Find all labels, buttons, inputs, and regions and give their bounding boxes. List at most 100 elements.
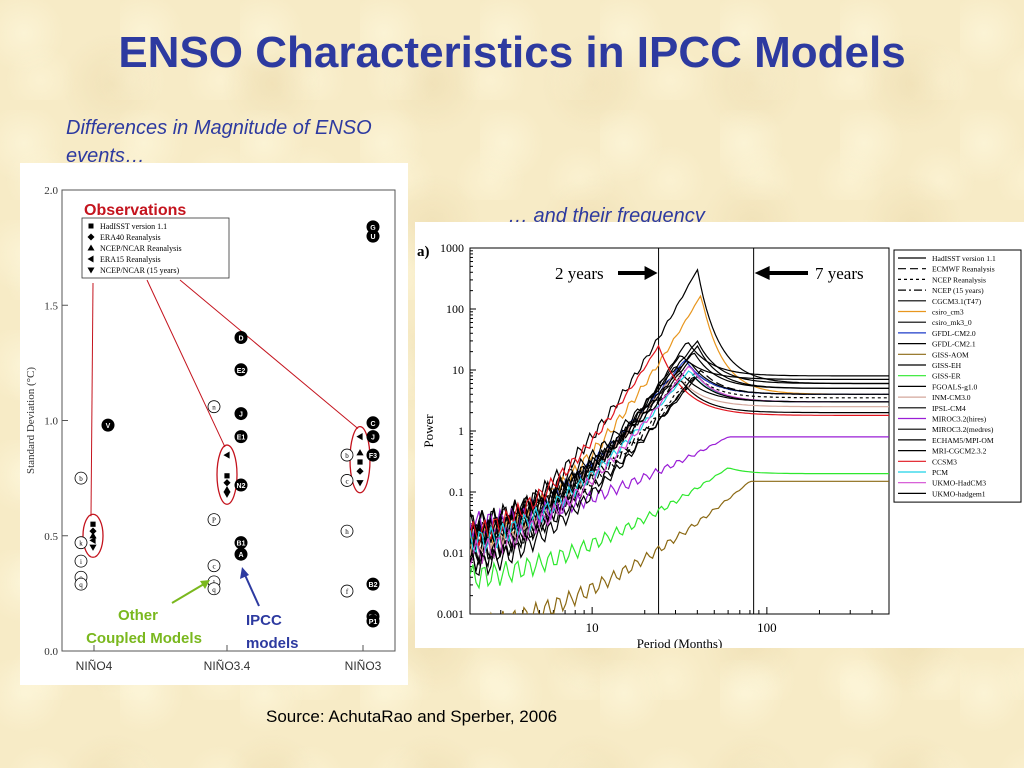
other-model-marker: k <box>74 536 88 550</box>
ipcc-model-dot <box>366 577 380 591</box>
ipcc-model-dot <box>234 430 248 444</box>
y-tick-label: 0.01 <box>443 546 464 560</box>
y-tick-label: 1000 <box>440 241 464 255</box>
ipcc-model-dot <box>234 363 248 377</box>
ipcc-model-marker: C <box>366 416 380 430</box>
ipcc-model-label: A <box>238 552 243 559</box>
other-model-marker: h <box>340 524 354 538</box>
ipcc-model-dot <box>366 220 380 234</box>
legend-label: NCEP (15 years) <box>932 286 984 295</box>
legend-label: PCM <box>932 468 948 477</box>
ipcc-model-label: E1 <box>237 435 246 442</box>
ipcc-annotation-line1: IPCC <box>246 612 282 629</box>
legend-label: GISS-EH <box>932 361 962 370</box>
ipcc-model-marker: D <box>234 331 248 345</box>
ipcc-arrow <box>244 574 260 607</box>
ipcc-model-dot <box>101 418 115 432</box>
ipcc-model-marker: V <box>101 418 115 432</box>
x-axis-label: Period (Months) <box>637 636 723 648</box>
ipcc-model-dot <box>366 229 380 243</box>
ipcc-model-marker: B1 <box>234 536 248 550</box>
spectrum-series-line <box>470 376 889 577</box>
other-model-dot <box>207 400 221 414</box>
other-model-marker: i <box>74 554 88 568</box>
other-model-label: c <box>212 563 215 571</box>
legend-group: HadISST version 1.1 ERA40 Reanalysis NCEP/… <box>81 217 230 279</box>
observation-marker <box>356 433 363 441</box>
other-model-dot <box>207 513 221 527</box>
ipcc-model-dot <box>234 407 248 421</box>
observation-marker <box>89 544 97 551</box>
other-model-marker: c <box>207 559 221 573</box>
other-model-dot <box>207 582 221 596</box>
legend-label: csiro_mk3_0 <box>932 318 972 327</box>
slide-title: ENSO Characteristics in IPCC Models <box>118 28 906 77</box>
ipcc-model-marker: A <box>234 547 248 561</box>
std-dev-chart: 0.0 0.5 1.0 1.5 2.0 NIÑO4 NIÑO3.4 NIÑO3 Standard… <box>25 185 396 673</box>
observation-marker <box>89 527 97 535</box>
other-model-dot <box>340 448 354 462</box>
ipcc-model-label: B2 <box>369 582 378 589</box>
legend-label: MIROC3.2(hires) <box>932 415 987 424</box>
legend-label: NCEP/NCAR (15 years) <box>100 266 179 275</box>
y-tick-label: 1.5 <box>44 300 58 312</box>
observation-connector <box>146 279 226 448</box>
legend-box <box>81 217 230 279</box>
spectrum-series-line <box>470 344 889 547</box>
legend-label: GFDL-CM2.0 <box>932 329 976 338</box>
ipcc-model-label: D <box>238 336 243 343</box>
ipcc-model-dot <box>366 448 380 462</box>
observation-marker <box>223 451 230 459</box>
ipcc-annotation-line2: models <box>246 635 299 652</box>
observations-label: Observations <box>84 202 186 219</box>
observation-ellipse <box>82 513 104 558</box>
std-dev-chart-panel: 0.0 0.5 1.0 1.5 2.0 NIÑO4 NIÑO3.4 NIÑO3 Standard… <box>20 163 408 685</box>
ipcc-model-marker: E1 <box>234 430 248 444</box>
spectrum-series-line <box>490 480 889 614</box>
legend-label: CGCM3.1(T47) <box>932 297 982 306</box>
y-tick-label: 2.0 <box>44 185 58 197</box>
other-model-label: q <box>79 581 83 589</box>
other-model-dot <box>74 471 88 485</box>
observation-marker <box>223 491 231 498</box>
other-model-label: k <box>79 540 83 548</box>
observation-marker <box>356 467 364 475</box>
observation-marker <box>356 480 364 487</box>
other-models-annotation-line1: Other <box>118 607 158 624</box>
legend-label: ERA15 Reanalysis <box>100 255 161 264</box>
two-years-label: 2 years <box>555 264 604 283</box>
other-model-marker: n <box>207 400 221 414</box>
legend-label: INM-CM3.0 <box>932 393 971 402</box>
ipcc-model-marker: J <box>234 407 248 421</box>
other-model-label: q <box>212 586 216 594</box>
ipcc-model-label: F3 <box>369 453 377 460</box>
y-tick-label: 10 <box>452 363 464 377</box>
ipcc-model-marker: G <box>366 220 380 234</box>
x-tick-label: 10 <box>586 620 599 635</box>
ipcc-model-dot <box>366 430 380 444</box>
ipcc-model-label: N2 <box>237 483 246 490</box>
ipcc-model-marker: J <box>366 430 380 444</box>
spectrum-series-line <box>470 373 889 562</box>
plot-frame <box>469 247 890 615</box>
other-model-dot <box>74 536 88 550</box>
ipcc-model-label: P1 <box>369 619 378 626</box>
y-tick-label: 0.0 <box>44 646 58 658</box>
observation-connector <box>90 282 94 517</box>
other-model-marker: q <box>74 577 88 591</box>
ipcc-model-label: U <box>370 234 375 241</box>
x-tick-label: 100 <box>757 620 777 635</box>
ipcc-model-marker: U <box>366 229 380 243</box>
legend-label: ECHAM5/MPI-OM <box>932 436 994 445</box>
other-model-marker: c <box>340 474 354 487</box>
other-model-label: P <box>212 517 216 525</box>
other-model-label: n <box>212 404 216 412</box>
legend-label: GFDL-CM2.1 <box>932 340 976 349</box>
ipcc-model-label: C <box>370 421 375 428</box>
observation-marker <box>90 521 96 527</box>
two-years-arrowhead <box>644 266 658 280</box>
legend-label: FGOALS-g1.0 <box>932 382 978 391</box>
observation-marker <box>223 486 231 493</box>
y-axis-label: Standard Deviation (°C) <box>25 367 37 474</box>
legend-label: MRI-CGCM2.3.2 <box>932 447 987 456</box>
